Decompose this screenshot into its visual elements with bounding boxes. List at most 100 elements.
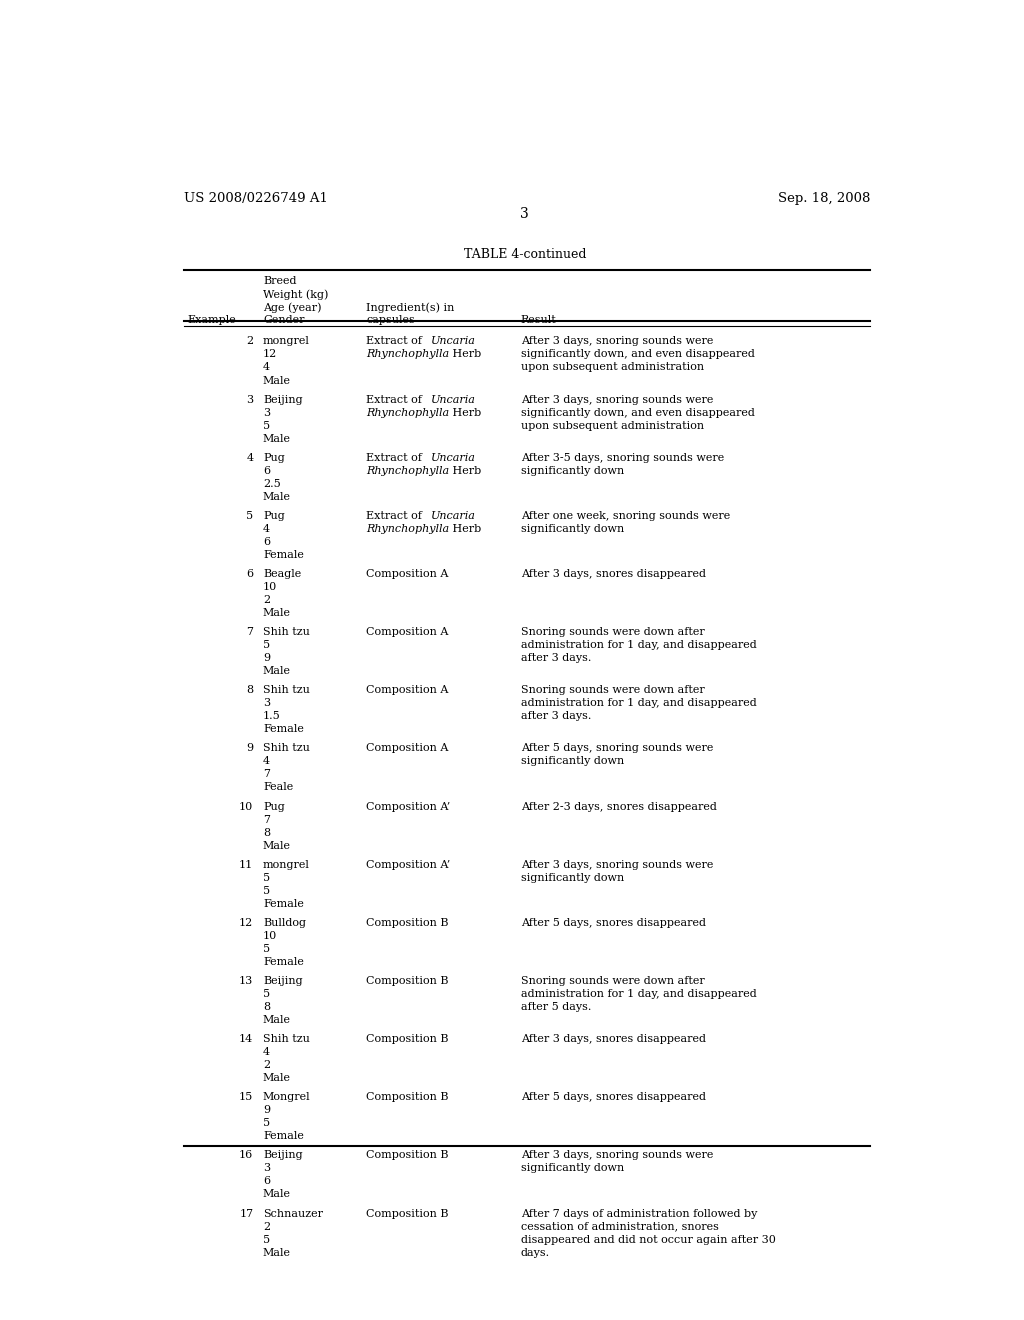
Text: Breed: Breed	[263, 276, 296, 286]
Text: Composition A: Composition A	[367, 569, 449, 579]
Text: Male: Male	[263, 492, 291, 502]
Text: 2: 2	[263, 1221, 270, 1232]
Text: 7: 7	[247, 627, 253, 638]
Text: TABLE 4-continued: TABLE 4-continued	[464, 248, 586, 261]
Text: 5: 5	[263, 640, 270, 651]
Text: 5: 5	[263, 1234, 270, 1245]
Text: 2: 2	[246, 337, 253, 346]
Text: US 2008/0226749 A1: US 2008/0226749 A1	[183, 191, 328, 205]
Text: 9: 9	[263, 653, 270, 663]
Text: Uncaria: Uncaria	[431, 511, 476, 521]
Text: Male: Male	[263, 1189, 291, 1200]
Text: Female: Female	[263, 899, 304, 908]
Text: 10: 10	[263, 931, 278, 941]
Text: capsules: capsules	[367, 315, 415, 325]
Text: Composition A’: Composition A’	[367, 859, 451, 870]
Text: After 5 days, snores disappeared: After 5 days, snores disappeared	[521, 1092, 706, 1102]
Text: After 3 days, snoring sounds were: After 3 days, snoring sounds were	[521, 337, 713, 346]
Text: 4: 4	[263, 1047, 270, 1057]
Text: 9: 9	[246, 743, 253, 754]
Text: mongrel: mongrel	[263, 337, 310, 346]
Text: 4: 4	[263, 524, 270, 533]
Text: Shih tzu: Shih tzu	[263, 743, 310, 754]
Text: Extract of: Extract of	[367, 395, 425, 405]
Text: Feale: Feale	[263, 783, 293, 792]
Text: cessation of administration, snores: cessation of administration, snores	[521, 1221, 719, 1232]
Text: 3: 3	[263, 1163, 270, 1173]
Text: 13: 13	[240, 975, 253, 986]
Text: Shih tzu: Shih tzu	[263, 627, 310, 638]
Text: 16: 16	[240, 1151, 253, 1160]
Text: Uncaria: Uncaria	[431, 395, 476, 405]
Text: Example: Example	[187, 315, 237, 325]
Text: After one week, snoring sounds were: After one week, snoring sounds were	[521, 511, 730, 521]
Text: mongrel: mongrel	[263, 859, 310, 870]
Text: 5: 5	[263, 944, 270, 954]
Text: 10: 10	[263, 582, 278, 593]
Text: Male: Male	[263, 841, 291, 850]
Text: significantly down: significantly down	[521, 873, 624, 883]
Text: Shih tzu: Shih tzu	[263, 1034, 310, 1044]
Text: 6: 6	[263, 537, 270, 546]
Text: Male: Male	[263, 667, 291, 676]
Text: significantly down: significantly down	[521, 1163, 624, 1173]
Text: 2: 2	[263, 595, 270, 605]
Text: Age (year): Age (year)	[263, 302, 322, 313]
Text: after 5 days.: after 5 days.	[521, 1002, 591, 1012]
Text: administration for 1 day, and disappeared: administration for 1 day, and disappeare…	[521, 989, 757, 999]
Text: After 3 days, snores disappeared: After 3 days, snores disappeared	[521, 569, 706, 579]
Text: Female: Female	[263, 725, 304, 734]
Text: Male: Male	[263, 1015, 291, 1026]
Text: 4: 4	[263, 363, 270, 372]
Text: Sep. 18, 2008: Sep. 18, 2008	[777, 191, 870, 205]
Text: 9: 9	[263, 1105, 270, 1115]
Text: After 3 days, snoring sounds were: After 3 days, snoring sounds were	[521, 1151, 713, 1160]
Text: 5: 5	[263, 989, 270, 999]
Text: Herb: Herb	[450, 350, 481, 359]
Text: significantly down: significantly down	[521, 756, 624, 767]
Text: days.: days.	[521, 1247, 550, 1258]
Text: 7: 7	[263, 770, 270, 779]
Text: Beijing: Beijing	[263, 1151, 302, 1160]
Text: 5: 5	[263, 873, 270, 883]
Text: Rhynchophylla: Rhynchophylla	[367, 350, 450, 359]
Text: After 3-5 days, snoring sounds were: After 3-5 days, snoring sounds were	[521, 453, 724, 463]
Text: 3: 3	[246, 395, 253, 405]
Text: After 5 days, snoring sounds were: After 5 days, snoring sounds were	[521, 743, 713, 754]
Text: Male: Male	[263, 609, 291, 618]
Text: Schnauzer: Schnauzer	[263, 1209, 323, 1218]
Text: disappeared and did not occur again after 30: disappeared and did not occur again afte…	[521, 1234, 776, 1245]
Text: Beagle: Beagle	[263, 569, 301, 579]
Text: Ingredient(s) in: Ingredient(s) in	[367, 302, 455, 313]
Text: Bulldog: Bulldog	[263, 917, 306, 928]
Text: significantly down: significantly down	[521, 466, 624, 475]
Text: 2: 2	[263, 1060, 270, 1071]
Text: Uncaria: Uncaria	[431, 453, 476, 463]
Text: 1.5: 1.5	[263, 711, 281, 721]
Text: 5: 5	[263, 421, 270, 430]
Text: Extract of: Extract of	[367, 453, 425, 463]
Text: significantly down, and even disappeared: significantly down, and even disappeared	[521, 350, 755, 359]
Text: 12: 12	[263, 350, 278, 359]
Text: Composition A: Composition A	[367, 685, 449, 696]
Text: Rhynchophylla: Rhynchophylla	[367, 466, 450, 475]
Text: After 3 days, snoring sounds were: After 3 days, snoring sounds were	[521, 859, 713, 870]
Text: 8: 8	[263, 828, 270, 838]
Text: 2.5: 2.5	[263, 479, 281, 488]
Text: Female: Female	[263, 550, 304, 560]
Text: Beijing: Beijing	[263, 975, 302, 986]
Text: Snoring sounds were down after: Snoring sounds were down after	[521, 975, 705, 986]
Text: Extract of: Extract of	[367, 337, 425, 346]
Text: Female: Female	[263, 957, 304, 966]
Text: After 5 days, snores disappeared: After 5 days, snores disappeared	[521, 917, 706, 928]
Text: 7: 7	[263, 814, 270, 825]
Text: Composition A: Composition A	[367, 627, 449, 638]
Text: after 3 days.: after 3 days.	[521, 711, 591, 721]
Text: 6: 6	[246, 569, 253, 579]
Text: 6: 6	[263, 1176, 270, 1187]
Text: Snoring sounds were down after: Snoring sounds were down after	[521, 627, 705, 638]
Text: After 7 days of administration followed by: After 7 days of administration followed …	[521, 1209, 757, 1218]
Text: Pug: Pug	[263, 801, 285, 812]
Text: 5: 5	[263, 1118, 270, 1129]
Text: After 2-3 days, snores disappeared: After 2-3 days, snores disappeared	[521, 801, 717, 812]
